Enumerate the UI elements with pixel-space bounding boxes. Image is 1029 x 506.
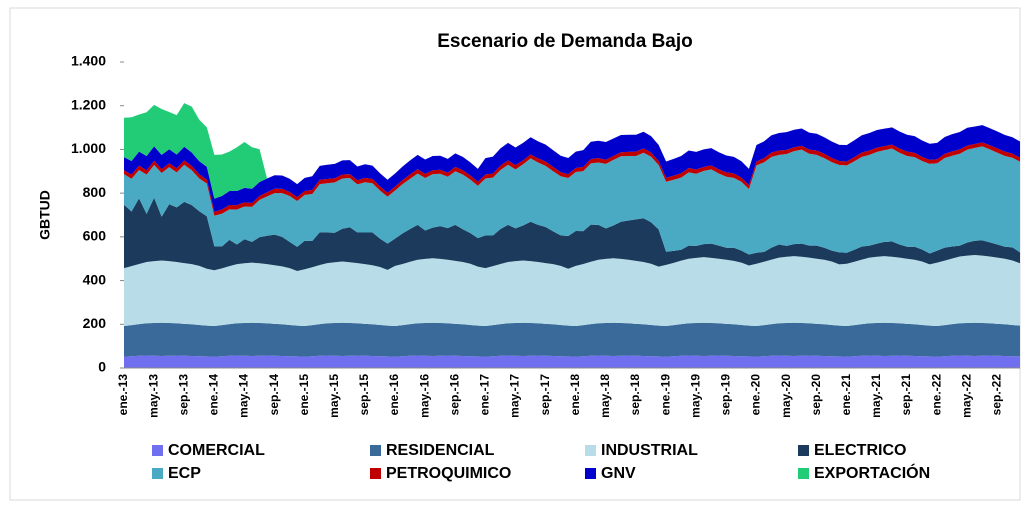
- x-tick-label: sep.-15: [357, 374, 371, 416]
- y-tick-label: 0: [98, 359, 106, 375]
- legend-label: COMERCIAL: [168, 442, 265, 459]
- chart-title: Escenario de Demanda Bajo: [437, 31, 693, 52]
- x-tick-label: sep.-18: [628, 374, 642, 416]
- x-tick-label: sep.-21: [899, 374, 913, 416]
- x-tick-label: may.-19: [688, 374, 702, 418]
- area: [124, 197, 1020, 271]
- x-tick-label: ene.-17: [478, 374, 492, 416]
- legend-label: PETROQUIMICO: [386, 465, 511, 482]
- x-tick-label: ene.-21: [839, 374, 853, 416]
- x-tick-label: may.-20: [779, 374, 793, 418]
- x-tick-label: ene.-19: [658, 374, 672, 416]
- y-axis-label: GBTUD: [37, 190, 53, 240]
- x-tick-label: sep.-19: [719, 374, 733, 416]
- x-tick-label: sep.-20: [809, 374, 823, 416]
- legend-swatch: [152, 468, 163, 479]
- legend-swatch: [585, 445, 596, 456]
- x-tick-label: may.-16: [417, 374, 431, 418]
- x-tick-label: may.-22: [959, 374, 973, 418]
- legend-swatch: [370, 445, 381, 456]
- x-tick-label: ene.-16: [387, 374, 401, 416]
- area: [124, 355, 1020, 368]
- legend-label: ECP: [168, 465, 201, 482]
- x-tick-label: may.-18: [598, 374, 612, 418]
- legend-swatch: [152, 445, 163, 456]
- legend-label: INDUSTRIAL: [601, 442, 698, 459]
- x-tick-label: may.-13: [146, 374, 160, 418]
- x-tick-label: may.-17: [508, 374, 522, 418]
- legend-label: EXPORTACIÓN: [814, 463, 930, 482]
- legend-swatch: [585, 468, 596, 479]
- area: [124, 146, 1020, 255]
- x-tick-label: ene.-13: [116, 374, 130, 416]
- x-tick-label: ene.-22: [929, 374, 943, 416]
- y-tick-label: 200: [83, 315, 107, 331]
- x-tick-label: ene.-15: [297, 374, 311, 416]
- area: [124, 125, 1020, 212]
- x-tick-label: sep.-14: [267, 374, 281, 416]
- area: [124, 322, 1020, 357]
- legend-swatch: [370, 468, 381, 479]
- y-tick-label: 400: [83, 271, 107, 287]
- x-tick-label: ene.-14: [207, 374, 221, 416]
- y-tick-label: 1.000: [71, 140, 106, 156]
- x-tick-label: may.-21: [869, 374, 883, 418]
- y-tick-label: 1.200: [71, 96, 106, 112]
- legend-swatch: [798, 445, 809, 456]
- area: [124, 103, 1020, 199]
- y-tick-label: 600: [83, 228, 107, 244]
- x-tick-label: ene.-18: [568, 374, 582, 416]
- x-tick-label: sep.-17: [538, 374, 552, 416]
- x-tick-label: sep.-16: [447, 374, 461, 416]
- x-tick-label: ene.-20: [749, 374, 763, 416]
- x-tick-label: sep.-22: [990, 374, 1004, 416]
- y-tick-label: 1.400: [71, 53, 106, 69]
- x-tick-label: may.-14: [237, 374, 251, 418]
- x-tick-label: sep.-13: [176, 374, 190, 416]
- legend-label: RESIDENCIAL: [386, 442, 495, 459]
- legend-label: ELECTRICO: [814, 442, 906, 459]
- x-tick-label: may.-15: [327, 374, 341, 418]
- area: [124, 255, 1020, 327]
- y-tick-label: 800: [83, 184, 107, 200]
- legend-label: GNV: [601, 465, 636, 482]
- legend-swatch: [798, 468, 809, 479]
